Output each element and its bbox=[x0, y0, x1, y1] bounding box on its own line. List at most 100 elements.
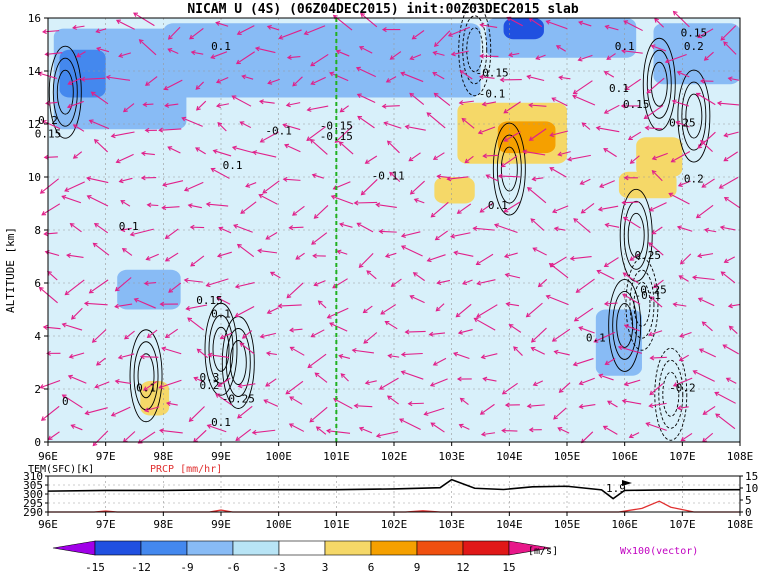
wind-vector-head bbox=[311, 240, 316, 245]
wind-vector-head bbox=[239, 342, 245, 348]
wind-vector-head bbox=[314, 372, 320, 378]
wind-vector bbox=[124, 330, 135, 340]
wind-vector-head bbox=[506, 16, 512, 22]
wind-vector bbox=[482, 101, 497, 106]
wind-vector-head bbox=[697, 253, 703, 259]
wind-vector bbox=[354, 201, 378, 204]
wind-vector bbox=[118, 353, 135, 359]
contour-ring bbox=[496, 134, 522, 204]
wind-vector-head bbox=[285, 102, 291, 108]
wind-vector-head bbox=[452, 351, 459, 357]
wind-vector-head bbox=[679, 333, 685, 338]
contour-ring bbox=[627, 212, 645, 258]
wind-vector-head bbox=[531, 176, 537, 182]
contour-label: 0.2 bbox=[200, 379, 220, 392]
lower-left-tick-label: 310 bbox=[23, 470, 43, 483]
wind-vector bbox=[473, 227, 495, 231]
wind-vector-head bbox=[528, 102, 534, 108]
contour-ring bbox=[646, 49, 672, 119]
wind-vector-head bbox=[703, 227, 709, 233]
wind-vector-head bbox=[621, 48, 627, 54]
lower-x-tick-label: 98E bbox=[153, 518, 173, 531]
wind-vector-head bbox=[133, 297, 139, 303]
wind-vector-head bbox=[551, 97, 557, 102]
wind-vector-head bbox=[603, 109, 609, 114]
wind-vector-head bbox=[215, 21, 221, 26]
wind-vector bbox=[570, 256, 592, 260]
contour-ring bbox=[658, 359, 684, 429]
wind-vector-head bbox=[692, 370, 698, 375]
wind-vector-head bbox=[212, 149, 218, 154]
wind-vector bbox=[531, 347, 545, 355]
contour-label: 0.25 bbox=[669, 117, 696, 130]
wind-vector bbox=[208, 354, 230, 358]
wind-vector bbox=[235, 282, 255, 288]
wind-vector-head bbox=[603, 262, 609, 267]
wind-vector-head bbox=[716, 100, 722, 106]
wind-vector-head bbox=[649, 355, 655, 361]
wind-vector bbox=[506, 303, 520, 307]
wind-vector-head bbox=[41, 119, 47, 125]
wind-vector bbox=[528, 17, 543, 28]
wind-vector bbox=[481, 353, 498, 359]
wind-vector bbox=[366, 270, 377, 280]
contour-ring bbox=[492, 122, 526, 216]
wind-vector bbox=[310, 139, 328, 155]
wind-vector-head bbox=[164, 102, 170, 108]
wind-vector-head bbox=[313, 214, 319, 219]
wind-vector-head bbox=[479, 22, 485, 28]
wind-vector-head bbox=[386, 140, 392, 146]
wind-vector bbox=[106, 76, 131, 81]
wind-vector-head bbox=[651, 155, 657, 161]
contour-ring bbox=[681, 81, 707, 151]
wind-vector-head bbox=[240, 209, 246, 214]
wind-vector bbox=[252, 429, 276, 434]
contour-label: 0.15 bbox=[623, 98, 650, 111]
wind-vector bbox=[361, 179, 378, 196]
wind-vector-head bbox=[338, 141, 344, 147]
wind-vector-head bbox=[459, 70, 465, 75]
wind-vector-head bbox=[311, 173, 317, 179]
wind-vector-head bbox=[430, 212, 436, 218]
wind-vector-head bbox=[478, 74, 484, 80]
wind-vector-head bbox=[549, 167, 555, 172]
wind-vector bbox=[623, 217, 641, 229]
wind-vector-head bbox=[597, 206, 603, 212]
contour-ring bbox=[500, 146, 518, 192]
wind-vector-head bbox=[624, 85, 630, 91]
wind-vector-head bbox=[447, 32, 453, 37]
wind-vector-head bbox=[310, 332, 316, 338]
wind-vector bbox=[145, 76, 158, 86]
wind-vector-head bbox=[433, 42, 439, 47]
wind-vector-head bbox=[429, 382, 435, 387]
wind-vector-head bbox=[652, 283, 658, 289]
wind-vector bbox=[665, 53, 687, 63]
wind-vector bbox=[603, 148, 617, 158]
wind-vector bbox=[578, 21, 592, 27]
wind-vector bbox=[191, 51, 204, 55]
wind-vector-head bbox=[409, 55, 415, 61]
wind-vector bbox=[337, 250, 348, 255]
wind-vector-head bbox=[38, 286, 44, 292]
lower-panel: TEM(SFC)[K] PRCP [mm/hr] 290295300305310… bbox=[23, 464, 758, 531]
wind-vector bbox=[44, 156, 58, 158]
wind-vector-head bbox=[433, 92, 439, 98]
wind-vector-head bbox=[677, 182, 683, 187]
wind-vector-head bbox=[46, 350, 51, 356]
wind-vector-head bbox=[697, 297, 703, 303]
wind-vector bbox=[678, 180, 691, 187]
wind-vector bbox=[311, 76, 326, 85]
wind-vector-head bbox=[189, 224, 195, 230]
colorbar-units: [m/s] bbox=[528, 546, 558, 557]
contour-ring bbox=[629, 269, 655, 339]
wind-vector-head bbox=[166, 401, 171, 407]
wind-vector bbox=[723, 41, 737, 55]
wind-vector-head bbox=[530, 218, 536, 223]
contour-label: 0 bbox=[62, 395, 69, 408]
wind-vector bbox=[71, 424, 83, 431]
wind-vector-head bbox=[623, 175, 629, 181]
wind-vector-head bbox=[358, 45, 364, 51]
wind-vector-head bbox=[326, 314, 332, 319]
contour-label: -0.15 bbox=[475, 66, 508, 79]
wind-vector-head bbox=[530, 346, 536, 352]
